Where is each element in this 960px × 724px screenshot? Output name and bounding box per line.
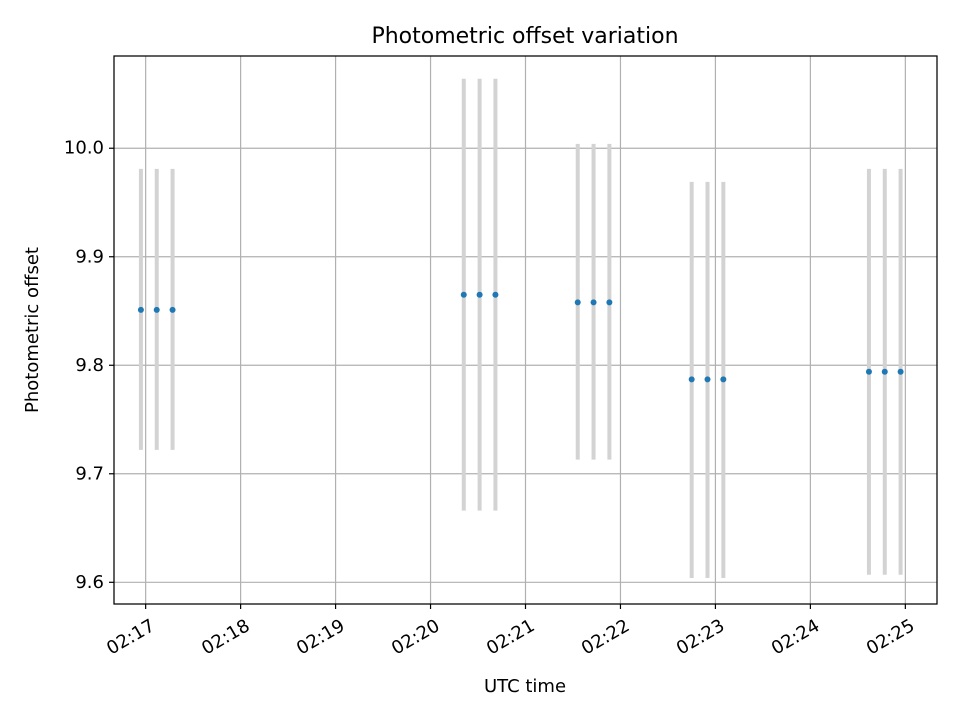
y-tick-label: 9.8 (75, 355, 104, 376)
y-tick-label: 9.9 (75, 246, 104, 267)
chart-title: Photometric offset variation (371, 24, 678, 49)
data-point (590, 299, 597, 306)
x-tick-label: 02:25 (863, 615, 918, 659)
x-tick-label: 02:22 (578, 615, 633, 659)
data-point (897, 368, 904, 375)
data-point (606, 299, 613, 306)
y-tick-label: 10.0 (64, 138, 104, 159)
data-point (476, 291, 483, 298)
x-tick-label: 02:19 (293, 615, 348, 659)
y-tick-label: 9.6 (75, 572, 104, 593)
x-tick-label: 02:23 (673, 615, 728, 659)
data-point (492, 291, 499, 298)
data-point (153, 306, 160, 313)
x-axis-label: UTC time (484, 676, 566, 697)
x-tick-label: 02:20 (388, 615, 443, 659)
error-bars (138, 78, 903, 578)
data-point (704, 376, 711, 383)
x-tick-label: 02:17 (103, 615, 158, 659)
data-point (169, 306, 176, 313)
data-point (574, 299, 581, 306)
data-point (688, 376, 695, 383)
x-tick-label: 02:18 (198, 615, 253, 659)
y-axis-ticks: 9.6 9.7 9.8 9.9 10.0 (64, 138, 114, 593)
x-tick-label: 02:24 (768, 615, 823, 659)
data-point (881, 368, 888, 375)
data-point (460, 291, 467, 298)
data-point (720, 376, 727, 383)
data-point (137, 306, 144, 313)
y-tick-label: 9.7 (75, 463, 104, 484)
grid-lines (114, 56, 937, 604)
data-point (865, 368, 872, 375)
x-tick-label: 02:21 (483, 615, 538, 659)
x-axis-ticks: 02:17 02:18 02:19 02:20 02:21 02:22 02:23 02:24… (103, 604, 918, 659)
data-points (137, 291, 904, 383)
y-axis-label: Photometric offset (22, 247, 43, 413)
